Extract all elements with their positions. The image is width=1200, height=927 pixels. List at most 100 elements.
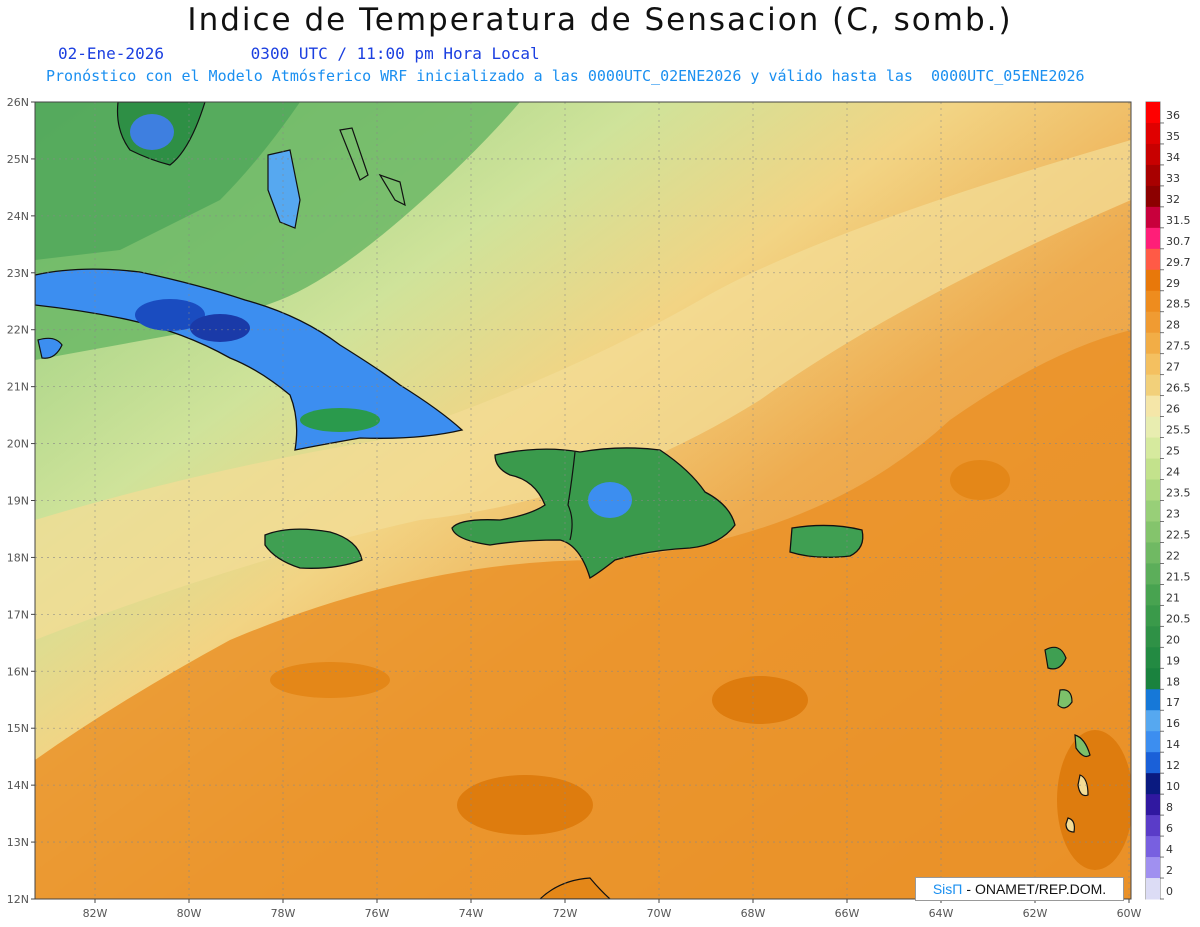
legend-label: 22.5: [1166, 528, 1191, 541]
legend-label: 24: [1166, 466, 1180, 479]
legend-swatch: [1146, 102, 1160, 124]
forecast-utc-time: 0300 UTC / 11:00 pm Hora Local: [250, 44, 540, 63]
lon-label: 76W: [365, 907, 390, 920]
lat-label: 26N: [7, 96, 29, 109]
lon-label: 62W: [1023, 907, 1048, 920]
lon-label: 64W: [929, 907, 954, 920]
lat-label: 25N: [7, 153, 29, 166]
legend-label: 27.5: [1166, 340, 1191, 353]
legend-swatch: [1146, 500, 1160, 522]
forecast-date: 02-Ene-2026: [58, 44, 164, 63]
temperature-field: [35, 102, 1131, 899]
lat-label: 19N: [7, 495, 29, 508]
lon-label: 74W: [459, 907, 484, 920]
legend-label: 23.5: [1166, 487, 1191, 500]
legend-label: 21: [1166, 591, 1180, 604]
lat-label: 20N: [7, 438, 29, 451]
legend-swatch: [1146, 878, 1160, 900]
lon-label: 66W: [835, 907, 860, 920]
legend-label: 36: [1166, 109, 1180, 122]
legend-label: 2: [1166, 864, 1173, 877]
legend-swatch: [1146, 332, 1160, 355]
lon-label: 78W: [271, 907, 296, 920]
latitude-labels: 26N 25N 24N 23N 22N 21N 20N 19N 18N 17N 16N 15N 14N 1…: [7, 96, 35, 906]
legend-label: 16: [1166, 717, 1180, 730]
lon-label: 82W: [83, 907, 108, 920]
legend-label: 6: [1166, 822, 1173, 835]
forecast-time: 02-Ene-2026 0300 UTC / 11:00 pm Hora Loc…: [58, 44, 540, 63]
credit-box: SisΠ - ONAMET/REP.DOM.: [915, 877, 1124, 901]
legend-swatch: [1146, 773, 1160, 795]
legend-swatch: [1146, 605, 1160, 627]
legend-swatch: [1146, 122, 1160, 145]
legend-swatch: [1146, 521, 1160, 543]
legend-label: 31.5: [1166, 214, 1191, 227]
legend-label: 21.5: [1166, 570, 1191, 583]
legend-swatch: [1146, 311, 1160, 334]
legend-swatch: [1146, 437, 1160, 460]
legend-swatch: [1146, 227, 1160, 250]
lon-label: 68W: [741, 907, 766, 920]
legend-label: 25.5: [1166, 424, 1191, 437]
legend-label: 27: [1166, 361, 1180, 374]
lat-label: 13N: [7, 836, 29, 849]
legend-label: 14: [1166, 738, 1180, 751]
legend-label: 20.5: [1166, 612, 1191, 625]
legend-swatch: [1146, 185, 1160, 208]
legend-label: 35: [1166, 130, 1180, 143]
lon-label: 80W: [177, 907, 202, 920]
lat-label: 24N: [7, 210, 29, 223]
legend-label: 32: [1166, 193, 1180, 206]
lat-label: 23N: [7, 267, 29, 280]
lat-label: 21N: [7, 381, 29, 394]
legend-swatch: [1146, 731, 1160, 753]
credit-text: - ONAMET/REP.DOM.: [966, 881, 1107, 897]
legend-label: 28.5: [1166, 298, 1191, 311]
legend-swatch: [1146, 857, 1160, 879]
legend-swatch: [1146, 710, 1160, 732]
color-legend: 363534333231.530.729.72928.52827.52726.5…: [1145, 101, 1191, 900]
legend-label: 8: [1166, 801, 1173, 814]
legend-label: 23: [1166, 507, 1180, 520]
legend-label: 34: [1166, 151, 1180, 164]
legend-swatch: [1146, 626, 1160, 648]
graticule: [35, 102, 1131, 899]
legend-swatch: [1146, 164, 1160, 187]
legend-swatch: [1146, 668, 1160, 690]
legend-swatch: [1146, 479, 1160, 501]
legend-swatch: [1146, 836, 1160, 858]
legend-label: 12: [1166, 759, 1180, 772]
lat-label: 22N: [7, 324, 29, 337]
lat-label: 17N: [7, 608, 29, 621]
legend-label: 29.7: [1166, 256, 1191, 269]
legend-label: 18: [1166, 675, 1180, 688]
legend-label: 26: [1166, 403, 1180, 416]
legend-swatch: [1146, 563, 1160, 585]
lon-label: 60W: [1117, 907, 1142, 920]
legend-swatch: [1146, 752, 1160, 774]
legend-label: 25: [1166, 445, 1180, 458]
legend-swatch: [1146, 353, 1160, 376]
legend-swatch: [1146, 689, 1160, 711]
legend-label: 4: [1166, 843, 1173, 856]
lat-label: 18N: [7, 551, 29, 564]
legend-label: 26.5: [1166, 382, 1191, 395]
legend-swatch: [1146, 143, 1160, 166]
brand-logo: SisΠ: [932, 881, 963, 897]
legend-swatch: [1146, 290, 1160, 313]
lat-label: 15N: [7, 722, 29, 735]
legend-label: 20: [1166, 633, 1180, 646]
legend-swatch: [1146, 374, 1160, 397]
legend-swatch: [1146, 647, 1160, 669]
legend-label: 29: [1166, 277, 1180, 290]
legend-swatch: [1146, 815, 1160, 837]
legend-swatch: [1146, 206, 1160, 229]
legend-swatch: [1146, 584, 1160, 606]
legend-label: 10: [1166, 780, 1180, 793]
legend-swatch: [1146, 269, 1160, 292]
legend-swatch: [1146, 794, 1160, 816]
longitude-labels: 82W 80W 78W 76W 74W 72W 70W 68W 66W 64W 62W 60W: [83, 899, 1142, 920]
legend-swatch: [1146, 542, 1160, 564]
legend-label: 0: [1166, 885, 1173, 898]
